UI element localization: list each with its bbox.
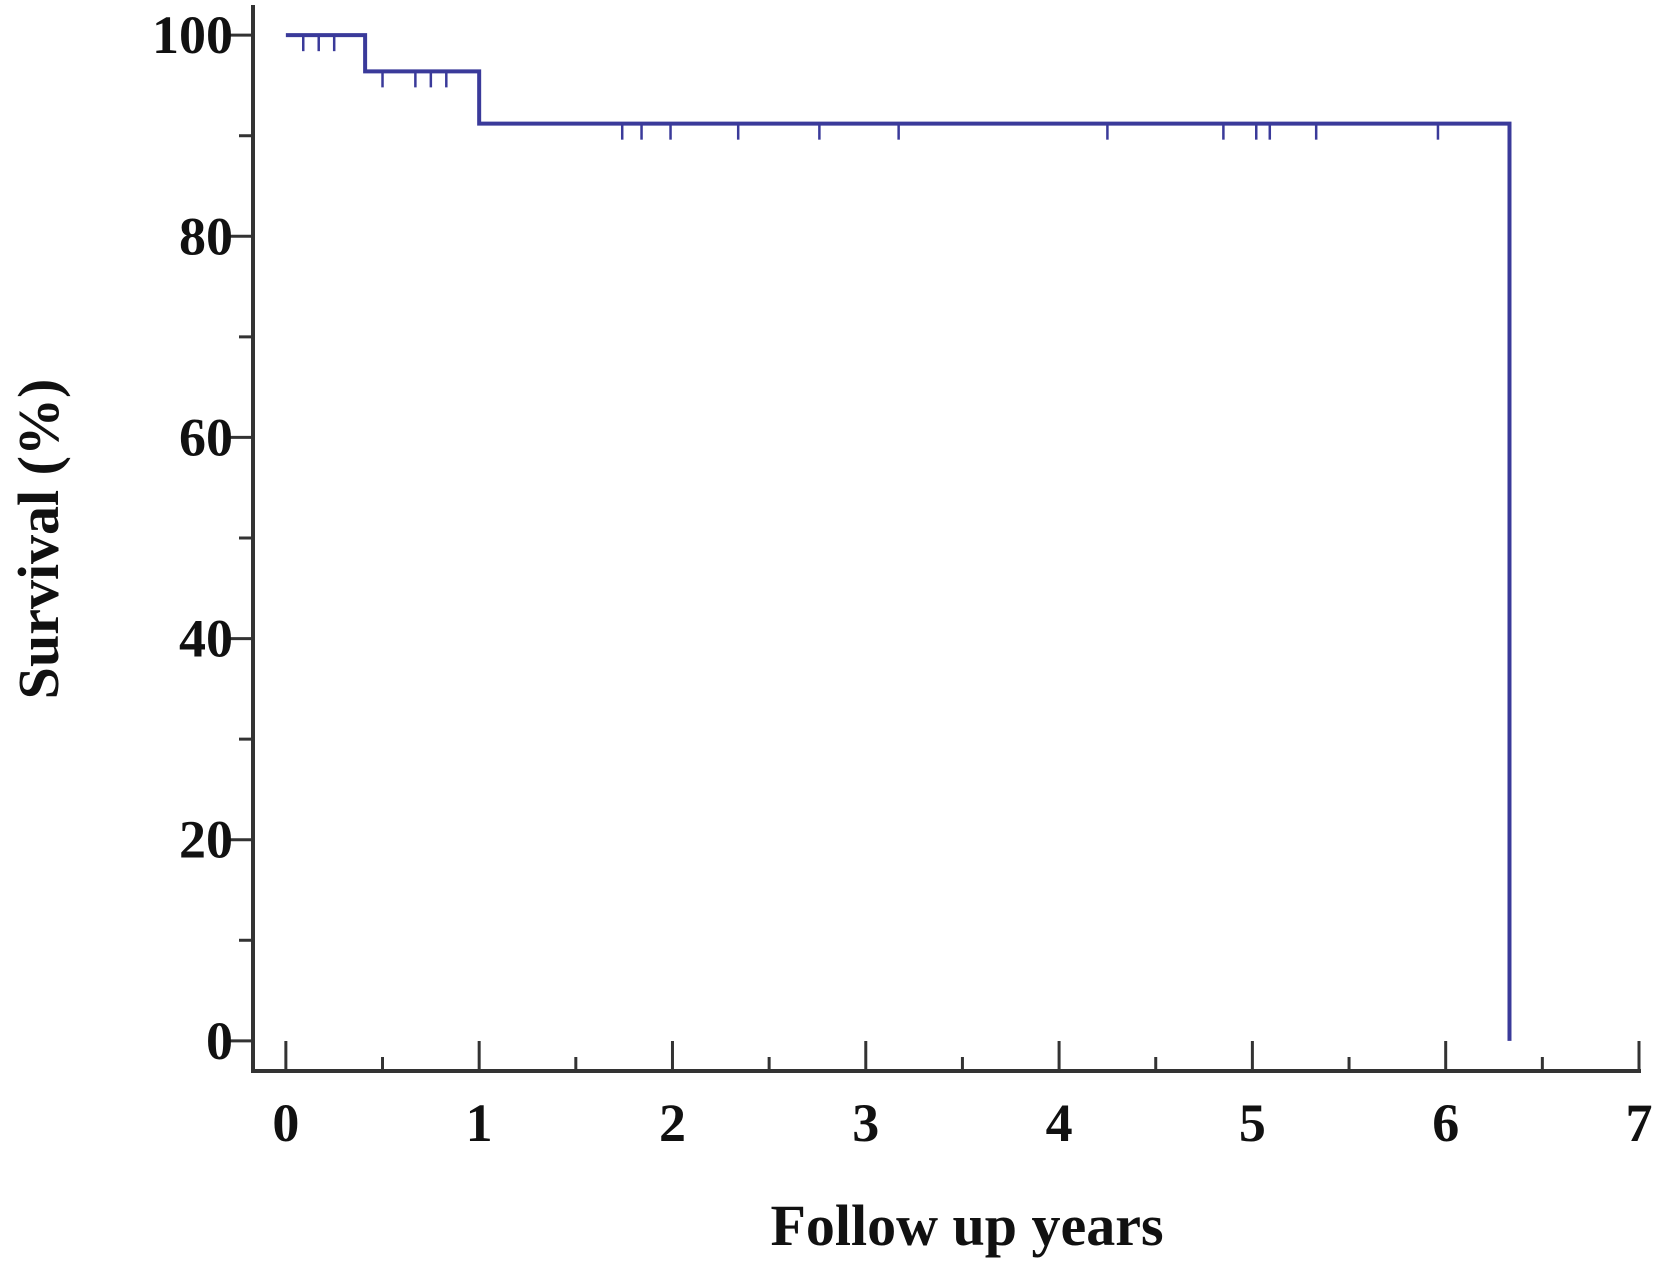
y-tick-label: 20 — [179, 810, 233, 870]
x-tick-label: 5 — [1239, 1093, 1266, 1153]
x-tick-label: 0 — [272, 1093, 299, 1153]
x-tick-label: 7 — [1626, 1093, 1653, 1153]
y-tick-label: 60 — [179, 407, 233, 467]
x-tick-label: 6 — [1432, 1093, 1459, 1153]
y-tick-label: 0 — [206, 1011, 233, 1071]
x-tick-label: 1 — [466, 1093, 493, 1153]
y-axis-title: Survival (%) — [6, 379, 71, 700]
survival-curve — [285, 33, 1512, 1041]
x-axis-title: Follow up years — [770, 1193, 1163, 1258]
y-tick-label: 80 — [179, 206, 233, 266]
x-tick-label: 2 — [659, 1093, 686, 1153]
y-tick-label: 40 — [179, 609, 233, 669]
x-tick-label: 3 — [852, 1093, 879, 1153]
y-tick-label: 100 — [152, 5, 233, 65]
x-tick-label: 4 — [1046, 1093, 1073, 1153]
